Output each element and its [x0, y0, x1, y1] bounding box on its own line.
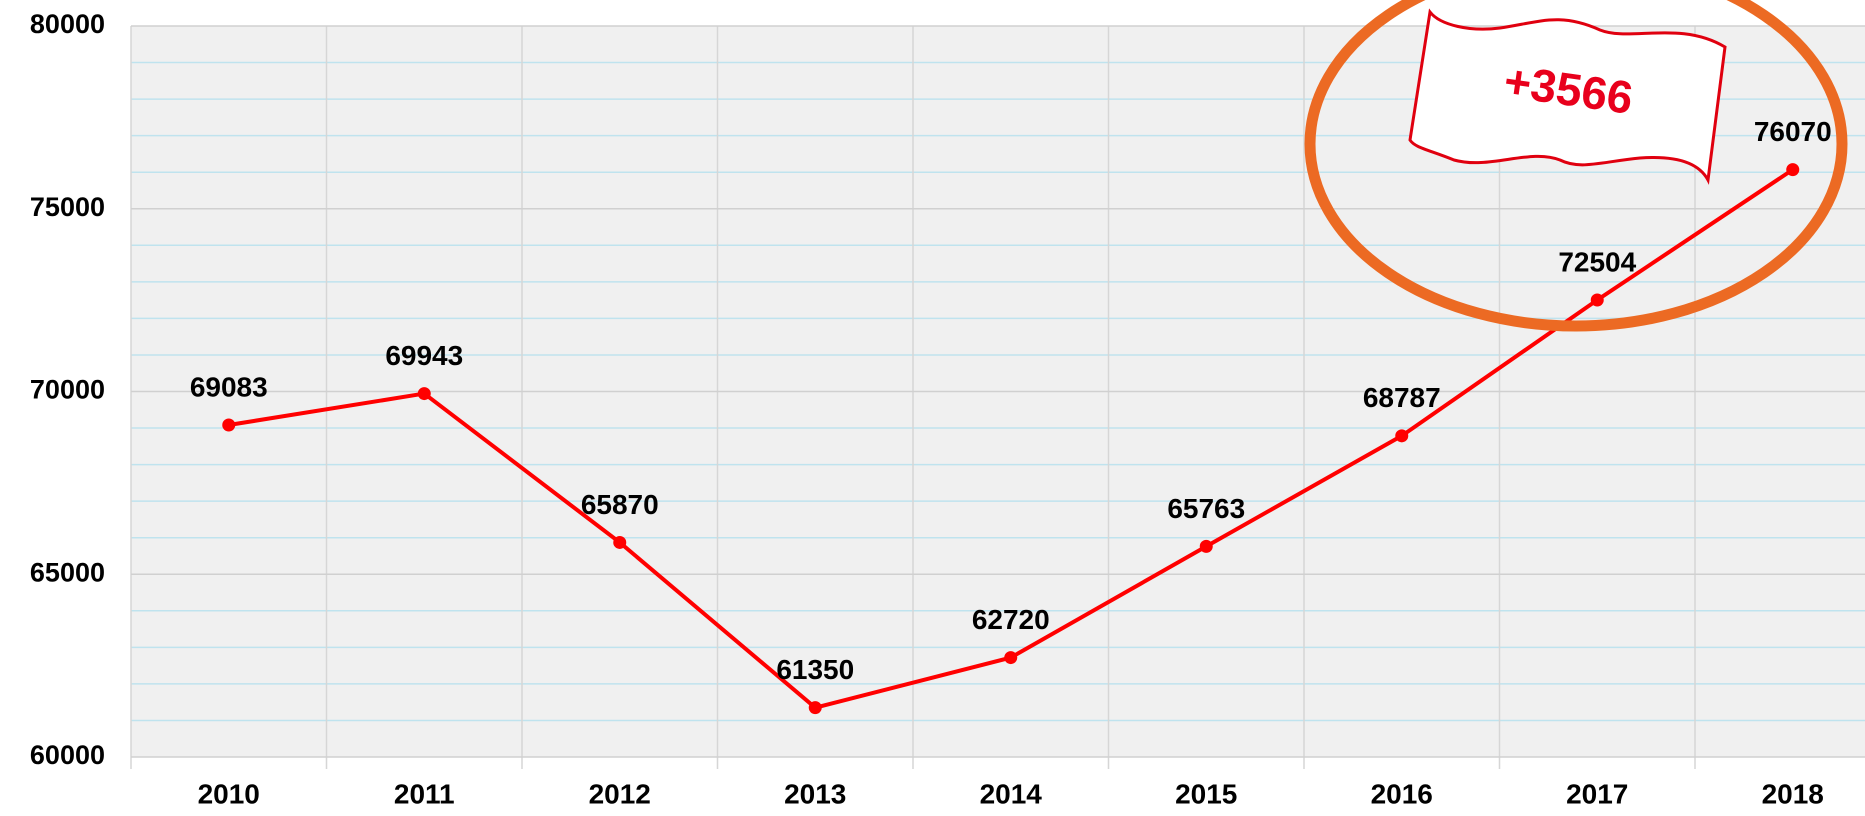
- data-label: 69943: [385, 340, 463, 371]
- data-label: 61350: [776, 654, 854, 685]
- data-label: 72504: [1558, 246, 1636, 277]
- highlight-ellipse: [1304, 0, 1848, 332]
- data-label: 69083: [190, 371, 268, 402]
- y-tick-label: 65000: [30, 557, 105, 587]
- grid: [130, 25, 1865, 769]
- point: [222, 418, 236, 432]
- data-label: 68787: [1363, 382, 1441, 413]
- point: [613, 535, 627, 549]
- x-tick-label: 2015: [1175, 778, 1237, 809]
- point: [1199, 539, 1213, 553]
- point: [808, 701, 822, 715]
- x-tick-label: 2010: [198, 778, 260, 809]
- y-tick-label: 70000: [30, 375, 105, 405]
- point: [1590, 293, 1604, 307]
- x-tick-label: 2011: [394, 778, 455, 809]
- point: [1395, 429, 1409, 443]
- labels: 60000 65000 70000 75000 80000 2010 2011 2012 201…: [30, 9, 1832, 809]
- point: [1786, 163, 1800, 177]
- x-tick-label: 2018: [1762, 778, 1824, 809]
- x-tick-label: 2014: [980, 778, 1043, 809]
- x-tick-label: 2017: [1566, 778, 1628, 809]
- data-label: 62720: [972, 604, 1050, 635]
- annotation-flag: [1408, 8, 1727, 185]
- point: [417, 387, 431, 401]
- y-tick-label: 75000: [30, 192, 105, 222]
- data-label: 76070: [1754, 116, 1832, 147]
- x-tick-label: 2016: [1371, 778, 1433, 809]
- point: [1004, 651, 1018, 665]
- data-label: 65870: [581, 489, 659, 520]
- x-tick-label: 2012: [589, 778, 651, 809]
- x-tick-label: 2013: [784, 778, 846, 809]
- marks: [222, 163, 1800, 715]
- y-tick-label: 60000: [30, 740, 105, 770]
- data-label: 65763: [1167, 493, 1245, 524]
- y-tick-label: 80000: [30, 9, 105, 39]
